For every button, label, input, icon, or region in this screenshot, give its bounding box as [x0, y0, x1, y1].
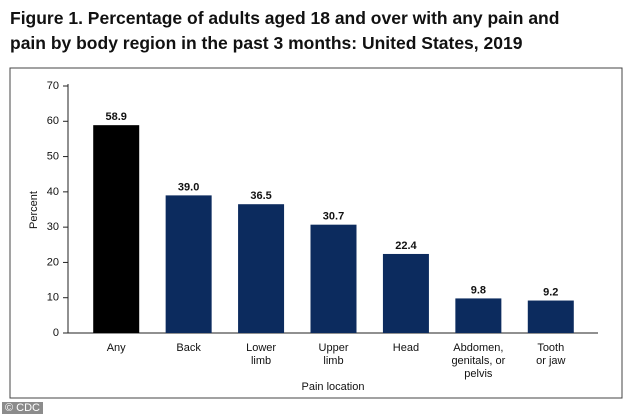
- x-tick-label: Head: [392, 342, 420, 354]
- value-label: 36.5: [250, 190, 271, 202]
- bar: [165, 195, 212, 333]
- bar: [93, 125, 140, 333]
- chart-frame: [9, 67, 623, 399]
- y-tick-label: 30: [47, 221, 59, 233]
- bar: [382, 253, 429, 333]
- x-tick-label: Any: [106, 342, 126, 354]
- y-tick-label: 40: [47, 186, 59, 198]
- y-tick-label: 20: [47, 256, 59, 268]
- x-tick-label: Tooth or jaw: [536, 342, 566, 367]
- bar: [310, 224, 357, 333]
- value-label: 9.2: [543, 286, 558, 298]
- value-label: 39.0: [178, 181, 199, 193]
- bar: [238, 204, 285, 333]
- source: © CDC: [2, 402, 43, 414]
- y-tick-label: 50: [47, 150, 59, 162]
- y-tick-label: 70: [47, 80, 59, 92]
- chart-title: Figure 1. Percentage of adults aged 18 a…: [10, 8, 560, 53]
- value-label: 22.4: [395, 240, 417, 252]
- y-tick-label: 10: [47, 292, 59, 304]
- y-tick-label: 60: [47, 115, 59, 127]
- value-label: 58.9: [106, 111, 127, 123]
- value-label: 30.7: [323, 211, 344, 223]
- bar: [527, 300, 574, 333]
- x-tick-label: Back: [176, 342, 201, 354]
- value-label: 9.8: [471, 284, 486, 296]
- y-tick-label: 0: [53, 327, 59, 339]
- bar: [455, 298, 502, 333]
- y-axis-label: Percent: [28, 191, 40, 229]
- x-axis-label: Pain location: [302, 381, 365, 393]
- x-tick-label: Upper limb: [318, 342, 349, 367]
- x-tick-label: Lower limb: [246, 342, 277, 367]
- x-tick-label: Abdomen, genitals, or pelvis: [451, 342, 506, 380]
